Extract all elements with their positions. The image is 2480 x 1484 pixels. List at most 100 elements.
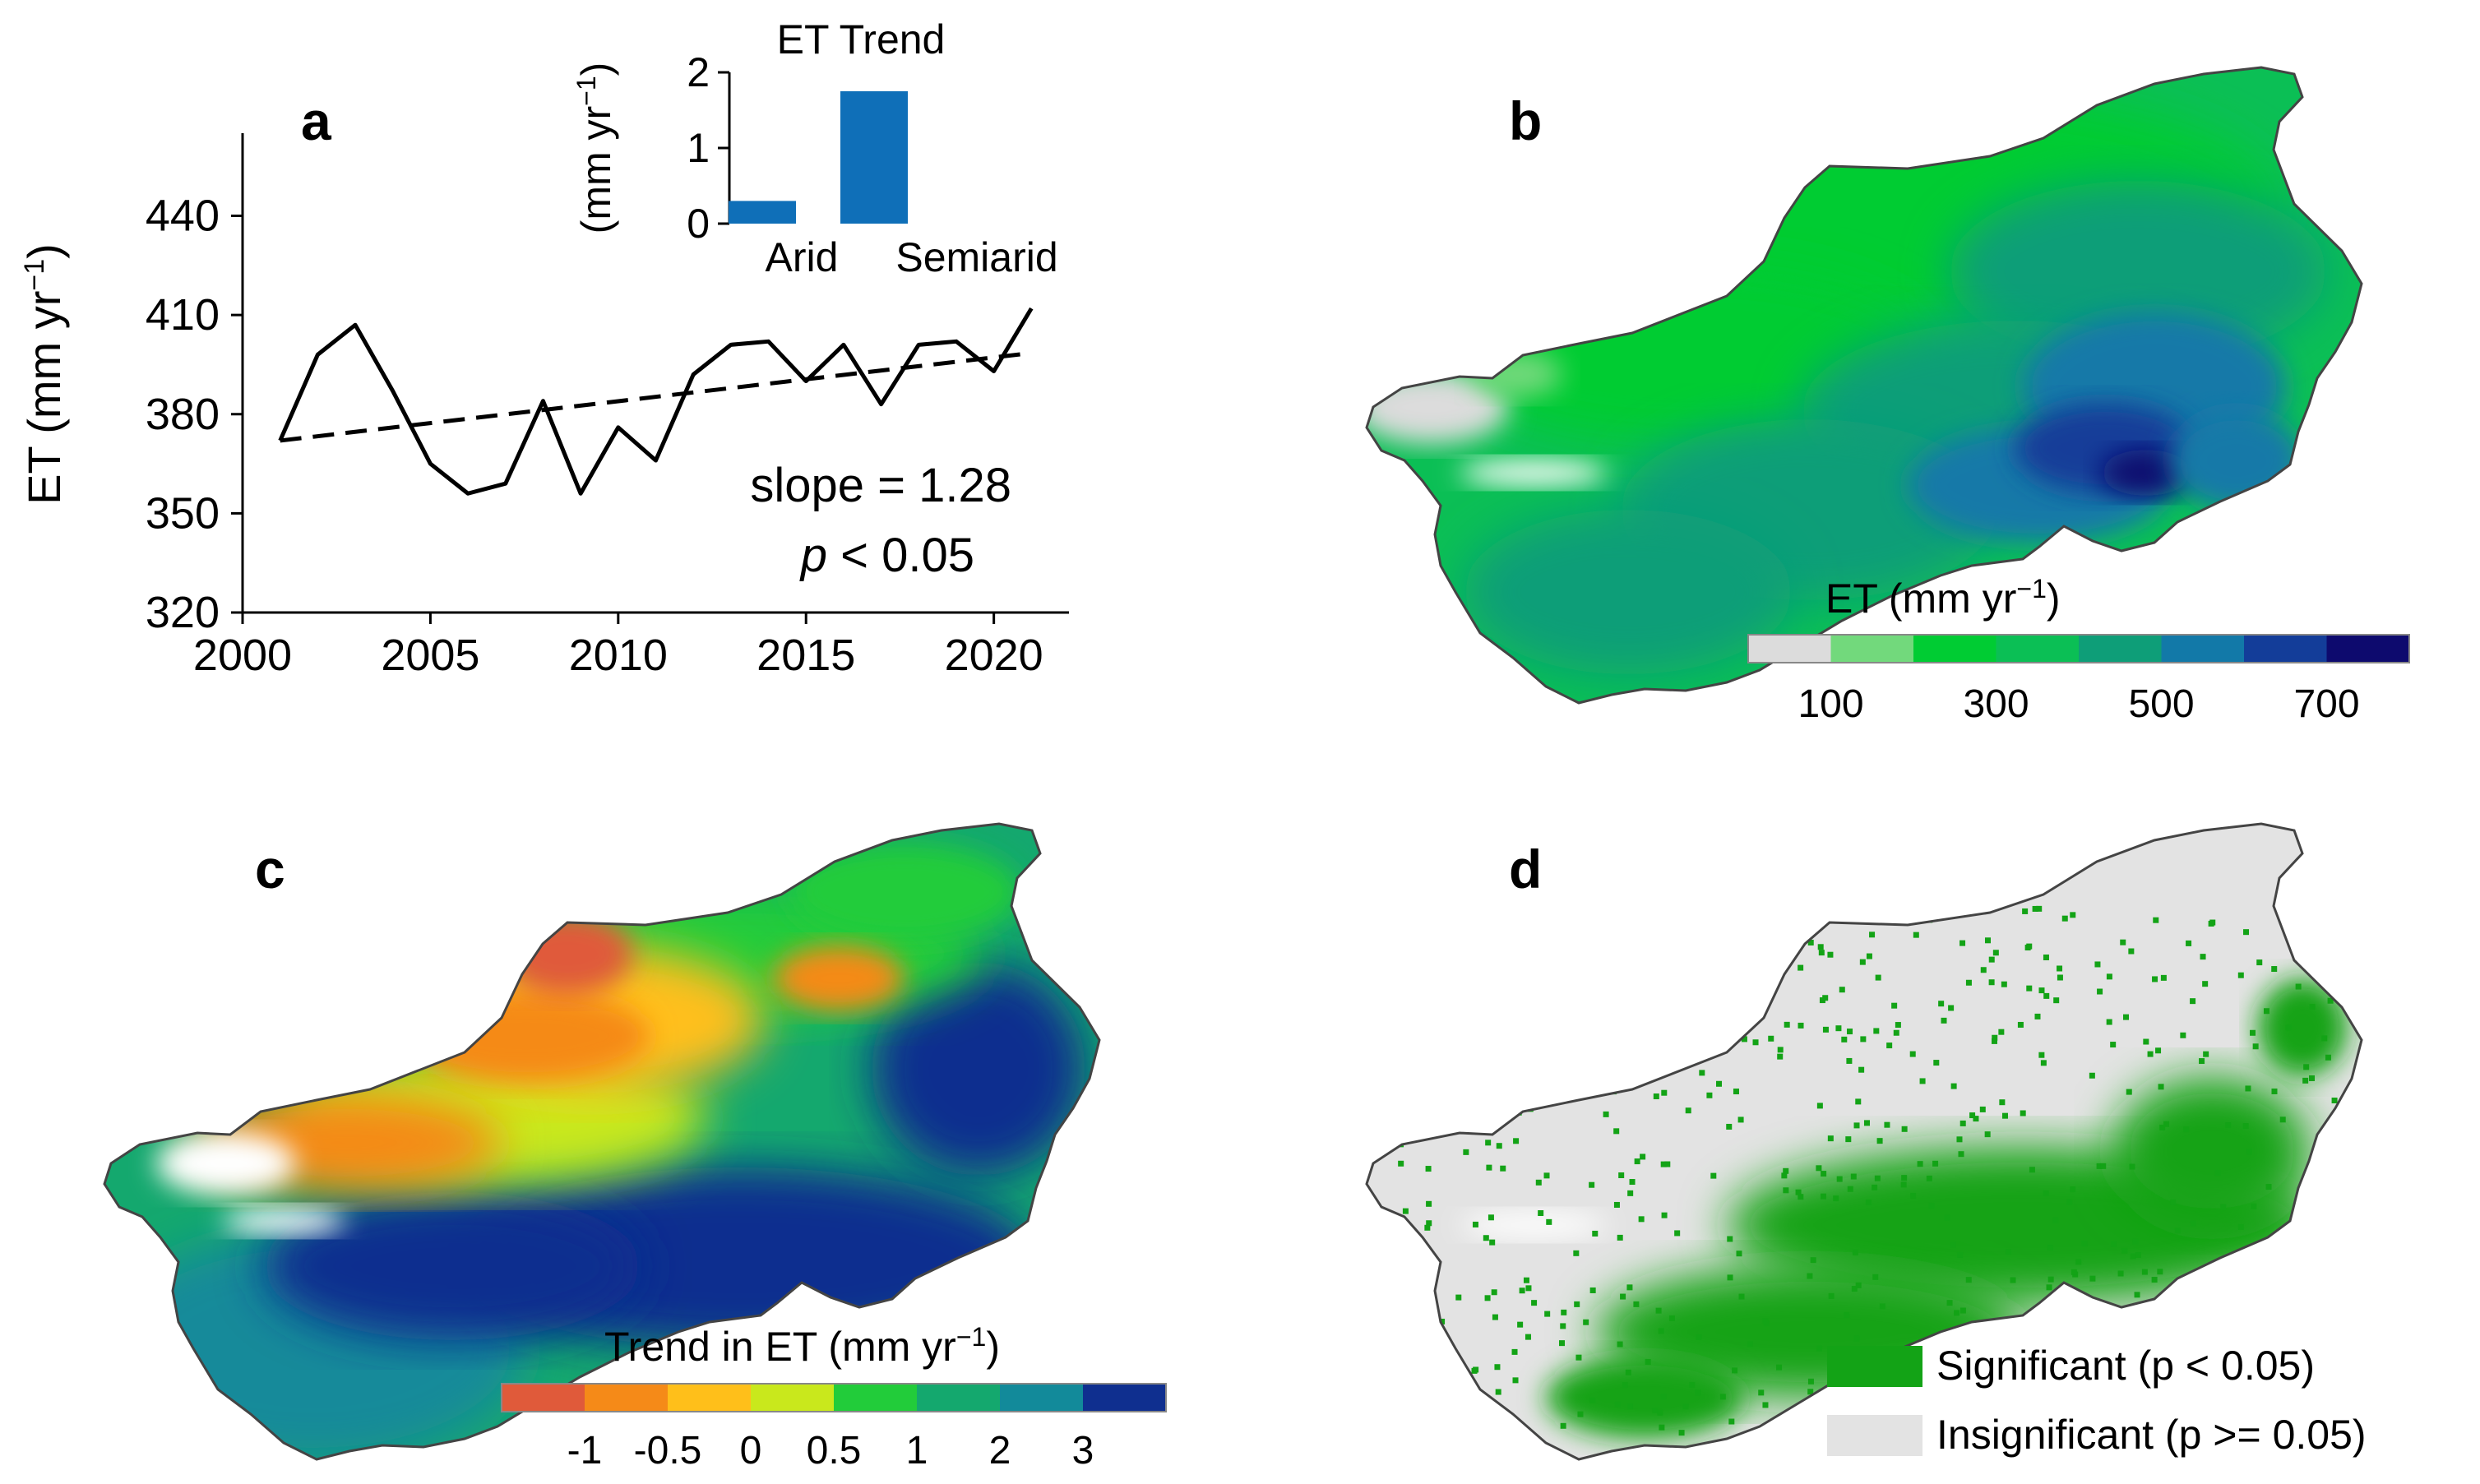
panel-label-c: c bbox=[255, 839, 285, 899]
significant-pixel bbox=[2022, 908, 2029, 914]
significant-pixel bbox=[1956, 1136, 1963, 1143]
significant-pixel bbox=[1512, 1067, 1519, 1074]
significant-pixel bbox=[1640, 1153, 1646, 1160]
significant-pixel bbox=[1860, 1036, 1867, 1042]
significant-pixel bbox=[1538, 1210, 1544, 1217]
significant-pixel bbox=[1500, 1165, 1506, 1172]
significant-pixel bbox=[1798, 964, 1804, 971]
significant-pixel bbox=[1510, 998, 1516, 1005]
significant-pixel bbox=[2327, 997, 2334, 1004]
significant-pixel bbox=[1629, 1179, 1636, 1186]
significant-pixel bbox=[1722, 959, 1728, 966]
significant-pixel bbox=[1872, 1274, 1879, 1280]
significant-pixel bbox=[1747, 1341, 1753, 1348]
significant-pixel bbox=[2158, 1084, 2164, 1090]
significant-pixel bbox=[1926, 1175, 1932, 1181]
significant-pixel bbox=[2265, 1301, 2271, 1307]
colorbar-b-swatch bbox=[2326, 635, 2410, 663]
significant-pixel bbox=[1617, 1341, 1623, 1348]
significant-pixel bbox=[2243, 1403, 2250, 1409]
significant-pixel bbox=[1858, 908, 1864, 915]
significant-pixel bbox=[1682, 1403, 1689, 1410]
significant-pixel bbox=[1954, 1310, 1960, 1316]
significant-pixel bbox=[1636, 982, 1642, 989]
significant-pixel bbox=[1946, 1300, 1953, 1306]
significant-pixel bbox=[1944, 1214, 1950, 1221]
significant-pixel bbox=[1689, 1381, 1696, 1388]
significant-pixel bbox=[2331, 907, 2338, 913]
colorbar-c-swatch bbox=[668, 1384, 752, 1412]
significant-pixel bbox=[1836, 1176, 1843, 1182]
significant-pixel bbox=[1901, 1400, 1908, 1407]
significant-pixel bbox=[1768, 1035, 1774, 1042]
significant-pixel bbox=[1984, 937, 1991, 944]
significant-pixel bbox=[1633, 1301, 1640, 1307]
significant-pixel bbox=[1495, 1389, 1501, 1395]
significant-pixel bbox=[1696, 1334, 1702, 1340]
significant-pixel bbox=[1917, 1161, 1923, 1167]
y-ticks: 320 350 380 410 440 bbox=[146, 192, 243, 637]
significant-pixel bbox=[2130, 1253, 2136, 1260]
significant-pixel bbox=[1891, 1002, 1898, 1009]
colorbar-b-title: ET (mm yr−1) bbox=[1825, 574, 2061, 622]
significant-pixel bbox=[1620, 1293, 1626, 1300]
significant-pixel bbox=[1998, 1029, 2005, 1035]
significant-pixel bbox=[1505, 1077, 1511, 1083]
inset-bar bbox=[729, 201, 796, 224]
inset-category-labels: Arid Semiarid bbox=[766, 234, 1058, 280]
significant-pixel bbox=[1416, 1354, 1423, 1361]
significant-pixel bbox=[2026, 985, 2033, 992]
significant-pixel bbox=[2245, 1085, 2251, 1092]
significant-pixel bbox=[1661, 1212, 1668, 1218]
significant-pixel bbox=[2303, 1064, 2310, 1070]
significant-pixel bbox=[1474, 1391, 1480, 1398]
significant-pixel bbox=[1950, 1083, 1957, 1089]
significant-pixel bbox=[1485, 1140, 1492, 1146]
significant-pixel bbox=[1451, 1039, 1458, 1046]
significant-pixel bbox=[1544, 1311, 1551, 1317]
colorbar-b-ticks: 100 300 500 700 bbox=[1798, 682, 2359, 726]
significant-pixel bbox=[1626, 1403, 1633, 1410]
significant-pixel bbox=[1478, 990, 1485, 996]
significant-pixel bbox=[2135, 1313, 2142, 1320]
significant-pixel bbox=[2237, 1279, 2243, 1286]
significant-pixel bbox=[2070, 1186, 2076, 1193]
significant-pixel bbox=[1507, 1033, 1514, 1039]
significant-pixel bbox=[2314, 1364, 2320, 1371]
significant-pixel bbox=[1634, 1032, 1640, 1038]
significant-pixel bbox=[2325, 1196, 2332, 1203]
significant-pixel bbox=[2081, 1241, 2088, 1247]
significant-pixel bbox=[1424, 1224, 1431, 1231]
significant-pixel bbox=[1513, 1138, 1520, 1144]
significant-pixel bbox=[1668, 1315, 1675, 1322]
significant-pixel bbox=[2094, 961, 2101, 968]
significant-pixel bbox=[1585, 1079, 1591, 1085]
significant-pixel bbox=[1495, 1121, 1501, 1128]
significant-pixel bbox=[1676, 986, 1682, 992]
significant-pixel bbox=[1847, 1186, 1853, 1192]
significant-pixel bbox=[2157, 1269, 2163, 1275]
significant-pixel bbox=[2170, 1299, 2177, 1306]
significant-pixel bbox=[1866, 953, 1872, 959]
significant-pixel bbox=[2110, 1241, 2117, 1247]
significant-pixel bbox=[1617, 1234, 1623, 1241]
significant-pixel bbox=[1979, 1106, 1986, 1112]
significant-pixel bbox=[2325, 948, 2332, 955]
significant-pixel bbox=[2135, 1252, 2141, 1259]
colorbar-b-tick-label: 700 bbox=[2293, 682, 2359, 726]
significant-pixel bbox=[2057, 974, 2063, 981]
significant-pixel bbox=[2043, 1190, 2049, 1196]
significant-pixel bbox=[1534, 1032, 1541, 1038]
significant-pixel bbox=[1777, 1053, 1784, 1060]
significant-pixel bbox=[1439, 1318, 1446, 1325]
significant-pixel bbox=[1461, 969, 1468, 976]
significant-pixel bbox=[1482, 1065, 1488, 1071]
x-tick-label: 2005 bbox=[381, 631, 479, 680]
significant-pixel bbox=[2183, 1126, 2190, 1133]
y-axis-label: ET (mm yr−1) bbox=[18, 243, 70, 505]
significant-pixel bbox=[1464, 989, 1471, 996]
significant-pixel bbox=[2065, 1306, 2071, 1313]
significant-pixel bbox=[1957, 1251, 1964, 1258]
significant-pixel bbox=[1851, 1286, 1858, 1292]
significant-pixel bbox=[1674, 1230, 1681, 1237]
